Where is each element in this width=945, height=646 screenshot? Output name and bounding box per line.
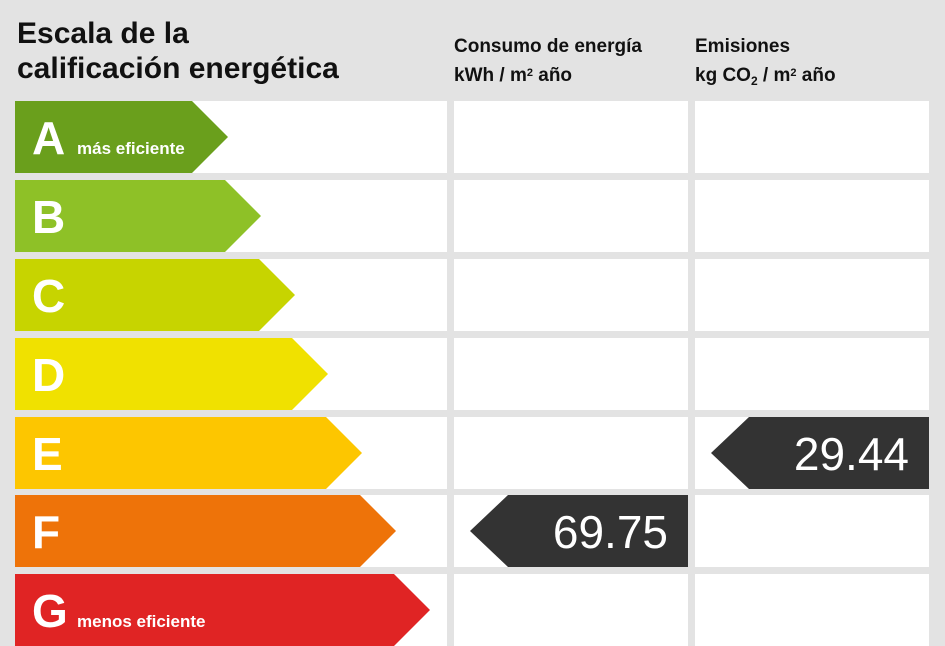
emissions-cell-d: [695, 338, 929, 410]
emissions-cell-b: [695, 180, 929, 252]
rating-letter-a: A: [32, 112, 66, 164]
emissions-cell-f: [695, 495, 929, 567]
emissions-value: 29.44: [793, 428, 909, 480]
consumption-cell-c: [454, 259, 688, 331]
consumption-header: Consumo de energía kWh / m2 año: [454, 32, 642, 90]
rating-letter-c: C: [32, 270, 66, 322]
rating-letter-g: G: [32, 585, 68, 637]
title-line-1: Escala de la: [17, 17, 189, 50]
emissions-header-unit: kg CO2 / m2 año: [695, 65, 836, 88]
rating-bar-f: F: [15, 495, 396, 567]
rating-label-a: más eficiente: [77, 139, 185, 158]
rating-bar-b: B: [15, 180, 261, 252]
rating-bar-e: E: [15, 417, 362, 489]
emissions-header-title: Emisiones: [695, 36, 791, 57]
consumption-cell-a: [454, 101, 688, 173]
consumption-rating-marker: 69.75: [470, 495, 688, 567]
consumption-header-unit: kWh / m2 año: [454, 65, 573, 86]
rating-letter-f: F: [32, 506, 61, 558]
consumption-value: 69.75: [552, 506, 668, 558]
rating-letter-d: D: [32, 349, 66, 401]
emissions-header: Emisiones kg CO2 / m2 año: [695, 32, 836, 92]
consumption-cell-b: [454, 180, 688, 252]
rating-letter-b: B: [32, 191, 66, 243]
emissions-cell-a: [695, 101, 929, 173]
emissions-rating-marker: 29.44: [711, 417, 929, 489]
page-title: Escala de la calificación energética: [17, 16, 339, 86]
consumption-header-title: Consumo de energía: [454, 36, 642, 57]
rating-letter-e: E: [32, 428, 63, 480]
consumption-cell-e: [454, 417, 688, 489]
rating-bar-d: D: [15, 338, 328, 410]
consumption-cell-g: [454, 574, 688, 646]
consumption-cell-d: [454, 338, 688, 410]
emissions-cell-c: [695, 259, 929, 331]
rating-bar-c: C: [15, 259, 295, 331]
rating-label-g: menos eficiente: [77, 612, 206, 631]
emissions-cell-g: [695, 574, 929, 646]
title-line-2: calificación energética: [17, 52, 339, 85]
